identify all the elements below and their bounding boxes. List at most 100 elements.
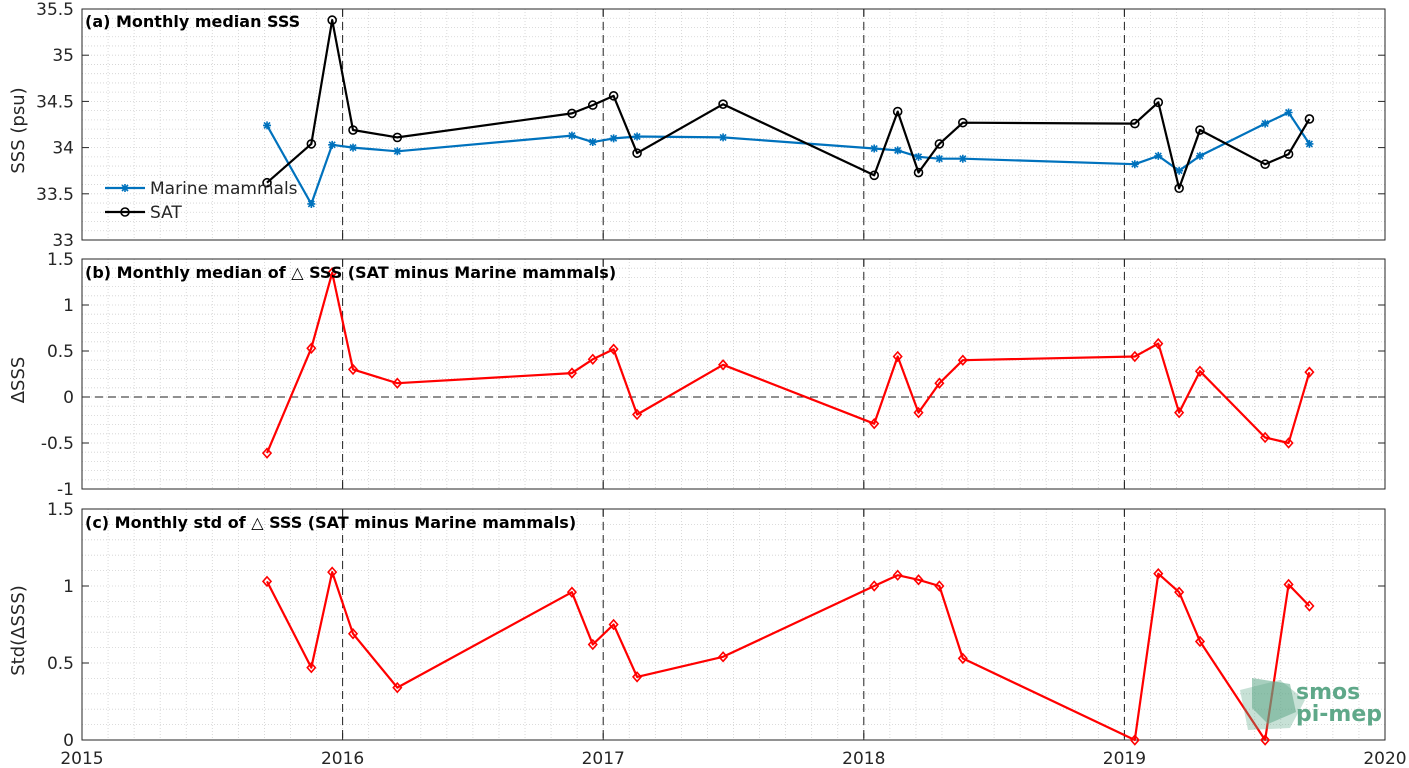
data-point — [347, 628, 359, 640]
data-point — [1283, 437, 1294, 449]
panel-b: -1 -0.5 0 0.5 1 1.5 ΔSSS (b) Monthly median of … — [8, 250, 1386, 500]
data-point — [958, 117, 968, 128]
data-point — [261, 447, 273, 459]
y-tick-label: 1 — [63, 577, 74, 597]
data-point — [1195, 125, 1205, 135]
series-line — [266, 19, 1311, 190]
series-0 — [261, 267, 1315, 459]
data-point — [1129, 350, 1140, 363]
legend-marker — [120, 207, 130, 217]
data-point — [306, 139, 317, 149]
data-point — [893, 146, 902, 155]
data-point — [1304, 600, 1315, 612]
data-point — [1174, 406, 1185, 419]
legend-marker — [121, 184, 129, 192]
data-point — [567, 131, 576, 140]
data-point — [1304, 114, 1315, 124]
y-tick-label: -0.5 — [41, 434, 74, 454]
data-point — [608, 343, 619, 355]
data-point — [1154, 151, 1163, 160]
data-point — [869, 170, 880, 181]
data-point — [934, 377, 945, 389]
data-point — [1194, 365, 1206, 377]
data-point — [566, 586, 577, 598]
data-point — [869, 580, 880, 592]
data-point — [306, 661, 317, 674]
data-point — [892, 350, 903, 363]
panel-title: (a) Monthly median SSS — [85, 12, 300, 31]
data-point — [957, 652, 968, 665]
data-point — [632, 148, 642, 158]
data-point — [348, 125, 358, 135]
data-point — [934, 139, 945, 149]
y-tick-label: 0.5 — [47, 654, 74, 674]
data-point — [719, 133, 728, 142]
y-tick-label: 1.5 — [47, 250, 74, 270]
data-point — [392, 681, 403, 694]
data-point — [1174, 586, 1185, 598]
data-point — [632, 671, 643, 683]
data-point — [609, 134, 618, 143]
data-point — [1153, 97, 1164, 108]
plot-area — [82, 9, 1385, 240]
data-point — [1130, 118, 1140, 129]
data-point — [633, 132, 642, 141]
x-tick-label: 2016 — [321, 749, 364, 768]
y-tick-label: 0 — [63, 388, 74, 408]
data-point — [392, 377, 403, 389]
data-point — [957, 354, 968, 366]
y-tick-label: 33.5 — [36, 185, 74, 205]
data-point — [1304, 366, 1315, 378]
y-tick-label: 0.5 — [47, 342, 74, 362]
data-point — [1284, 108, 1293, 117]
x-tick-label: 2017 — [582, 749, 625, 768]
data-point — [935, 154, 944, 163]
series-1 — [262, 15, 1315, 194]
logo-line2: pi-mep — [1296, 702, 1382, 727]
data-point — [718, 99, 728, 109]
y-tick-label: 1 — [63, 296, 74, 316]
data-point — [306, 342, 317, 354]
series-0 — [263, 108, 1314, 208]
data-point — [1195, 151, 1204, 160]
data-point — [1283, 149, 1294, 159]
data-point — [328, 140, 337, 149]
axes-box — [81, 508, 1386, 741]
axes-box — [81, 8, 1386, 241]
x-tick-label: 2018 — [842, 749, 885, 768]
data-point — [958, 154, 967, 163]
y-tick-label: 34 — [52, 139, 74, 159]
axes-box — [81, 258, 1386, 490]
series-line — [265, 271, 1311, 454]
data-point — [349, 143, 358, 152]
y-tick-label: 1.5 — [47, 500, 74, 520]
y-tick-label: 35 — [52, 46, 74, 66]
data-point — [914, 152, 923, 161]
data-point — [262, 177, 272, 188]
data-point — [1153, 337, 1164, 350]
panel-title: (c) Monthly std of △ SSS (SAT minus Mari… — [85, 513, 576, 532]
series-line — [266, 571, 1311, 742]
data-point — [1153, 567, 1164, 580]
panel-c: 2015 2016 2017 2018 2019 2020 0 0.5 1 1.5 Std(ΔSSS… — [8, 500, 1407, 768]
y-axis-title: SSS (psu) — [8, 87, 29, 173]
data-point — [1260, 734, 1271, 746]
data-point — [263, 121, 272, 130]
data-point — [588, 138, 597, 147]
y-axis-title: ΔSSS — [8, 357, 29, 404]
data-point — [393, 147, 402, 156]
data-point — [869, 417, 880, 430]
data-point — [327, 566, 338, 578]
data-point — [347, 363, 359, 376]
data-point — [1305, 139, 1314, 148]
panel-title: (b) Monthly median of △ SSS (SAT minus M… — [85, 263, 616, 282]
series-0 — [261, 566, 1315, 746]
legend-label: SAT — [150, 203, 182, 223]
data-point — [1260, 159, 1270, 170]
smos-pi-mep-logo: smos pi-mep — [1240, 678, 1382, 730]
data-point — [892, 106, 903, 117]
data-point — [1129, 734, 1140, 746]
data-point — [913, 167, 924, 178]
x-tick-label: 2020 — [1363, 749, 1406, 768]
